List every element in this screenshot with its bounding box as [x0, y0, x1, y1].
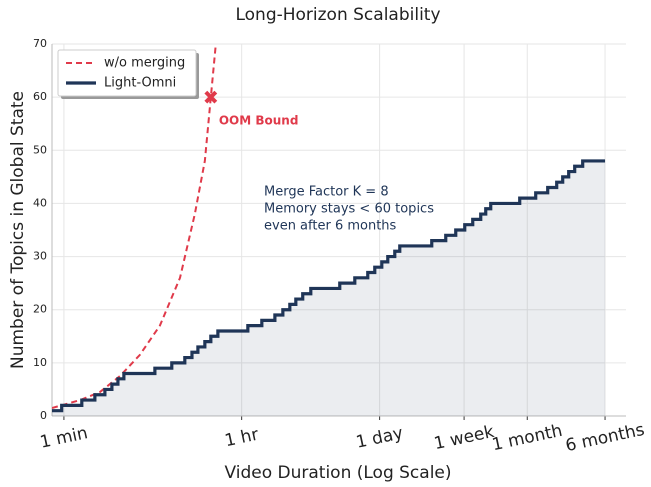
x-tick-label: 1 min: [38, 423, 89, 453]
oom-label: OOM Bound: [219, 114, 299, 128]
x-tick-label: 1 day: [354, 423, 405, 452]
chart-title: Long-Horizon Scalability: [235, 5, 440, 25]
y-tick-label: 70: [33, 37, 47, 50]
y-tick-label: 60: [33, 90, 47, 103]
x-tick-label: 1 week: [432, 422, 496, 454]
legend-label: Light-Omni: [104, 76, 176, 91]
y-tick-label: 50: [33, 143, 47, 156]
y-tick-label: 10: [33, 356, 47, 369]
y-axis-label: Number of Topics in Global State: [8, 91, 28, 369]
y-tick-label: 0: [40, 409, 47, 422]
x-axis-label: Video Duration (Log Scale): [224, 463, 451, 483]
annotation: Memory stays < 60 topics: [264, 202, 434, 217]
annotation: Merge Factor K = 8: [264, 185, 389, 200]
y-tick-label: 30: [33, 250, 47, 263]
oom-marker: [204, 90, 218, 104]
x-tick-label: 1 month: [490, 421, 564, 455]
x-tick-label: 6 months: [564, 420, 647, 456]
plot-area: [52, 44, 606, 416]
y-tick-label: 20: [33, 303, 47, 316]
legend-label: w/o merging: [104, 56, 185, 71]
step-line: [52, 159, 606, 413]
annotation: even after 6 months: [264, 219, 397, 234]
y-tick-label: 40: [33, 196, 47, 209]
x-tick-label: 1 hr: [223, 425, 260, 452]
